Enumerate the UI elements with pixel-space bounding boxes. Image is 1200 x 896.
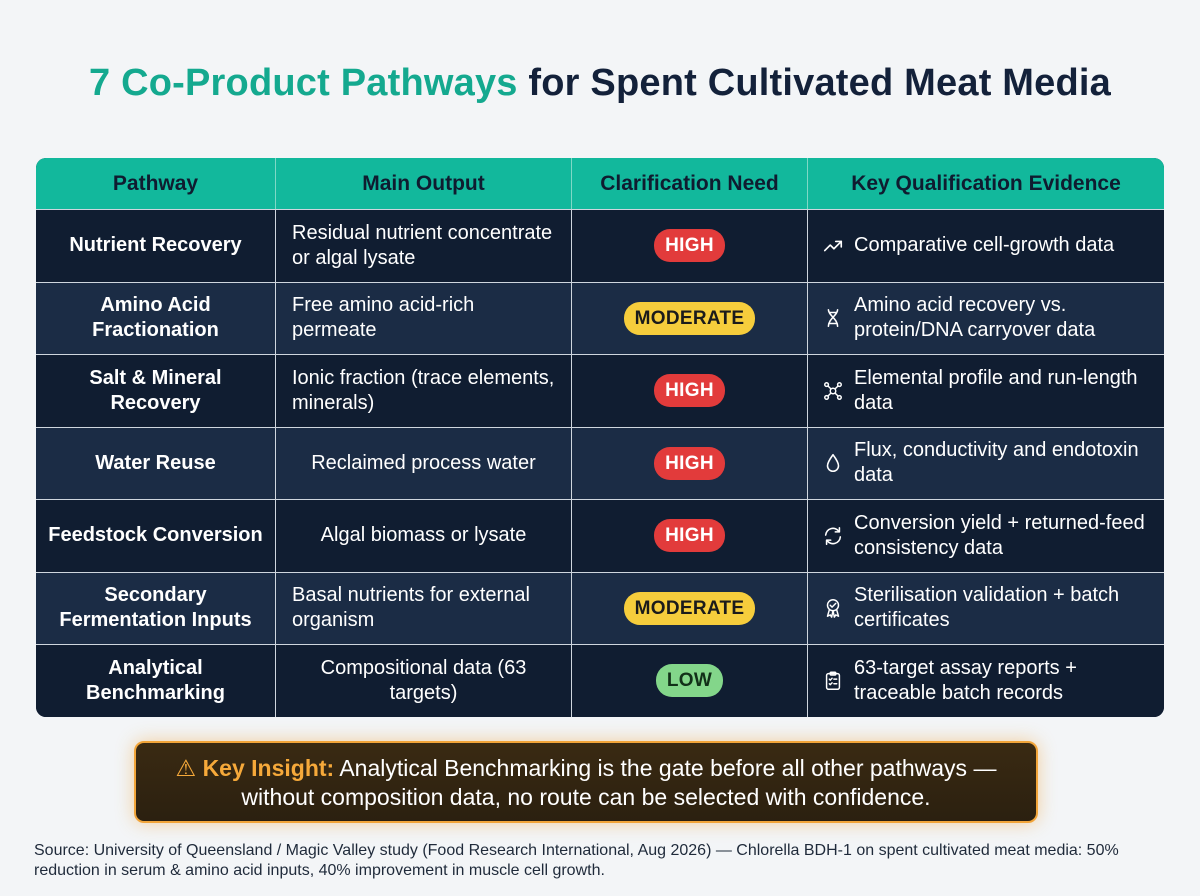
pathway-cell: Water Reuse [36, 427, 276, 499]
status-badge: HIGH [654, 374, 725, 408]
pathways-table: Pathway Main Output Clarification Need K… [36, 158, 1164, 717]
pathway-cell: Analytical Benchmarking [36, 645, 276, 717]
need-cell: HIGH [572, 427, 808, 499]
water-drop-icon [820, 450, 846, 476]
insight-lead: Key Insight: [202, 755, 335, 781]
status-badge: MODERATE [623, 301, 756, 335]
table-row: Analytical Benchmarking Compositional da… [36, 644, 1164, 717]
status-badge: HIGH [654, 229, 725, 263]
evidence-cell: Amino acid recovery vs. protein/DNA carr… [808, 283, 1164, 355]
clipboard-icon [820, 668, 846, 694]
pathway-cell: Salt & Mineral Recovery [36, 355, 276, 427]
dna-icon [820, 305, 846, 331]
source-note: Source: University of Queensland / Magic… [34, 842, 1119, 879]
output-cell: Basal nutrients for external organism [276, 572, 572, 644]
evidence-text: 63-target assay reports + traceable batc… [854, 656, 1077, 704]
table-row: Water Reuse Reclaimed process water HIGH… [36, 426, 1164, 500]
molecule-icon [820, 378, 846, 404]
trend-up-icon [820, 233, 846, 259]
evidence-text: Sterilisation validation + batch certifi… [854, 584, 1120, 632]
recycle-icon [820, 523, 846, 549]
need-cell: MODERATE [572, 282, 808, 354]
page-title: 7 Co-Product Pathways for Spent Cultivat… [0, 62, 1200, 105]
key-insight-box: ⚠ Key Insight: Analytical Benchmarking i… [134, 741, 1038, 823]
evidence-cell: 63-target assay reports + traceable batc… [808, 645, 1164, 717]
output-cell: Ionic fraction (trace elements, minerals… [276, 355, 572, 427]
need-cell: LOW [572, 645, 808, 717]
header-key-evidence: Key Qualification Evidence [851, 172, 1121, 195]
evidence-cell: Flux, conductivity and endotoxin data [808, 428, 1164, 500]
insight-text: Analytical Benchmarking is the gate befo… [241, 755, 997, 810]
pathway-cell: Amino Acid Fractionation [36, 282, 276, 354]
table-row: Amino Acid Fractionation Free amino acid… [36, 281, 1164, 355]
evidence-cell: Elemental profile and run-length data [808, 355, 1164, 427]
output-cell: Compositional data (63 targets) [276, 645, 572, 717]
output-cell: Algal biomass or lysate [276, 500, 572, 572]
pathway-cell: Nutrient Recovery [36, 210, 276, 282]
output-cell: Free amino acid-rich permeate [276, 282, 572, 354]
evidence-text: Amino acid recovery vs. protein/DNA carr… [854, 294, 1096, 342]
pathway-cell: Secondary Fermentation Inputs [36, 572, 276, 644]
page-title-accent: 7 Co-Product Pathways [89, 62, 518, 104]
pathway-cell: Feedstock Conversion [36, 500, 276, 572]
table-row: Secondary Fermentation Inputs Basal nutr… [36, 571, 1164, 645]
evidence-text: Elemental profile and run-length data [854, 366, 1138, 414]
page-title-rest: for Spent Cultivated Meat Media [528, 62, 1111, 104]
output-cell: Reclaimed process water [276, 427, 572, 499]
need-cell: MODERATE [572, 572, 808, 644]
certificate-icon [820, 595, 846, 621]
status-badge: LOW [655, 664, 724, 698]
status-badge: MODERATE [623, 591, 756, 625]
table-row: Feedstock Conversion Algal biomass or ly… [36, 499, 1164, 572]
header-pathway: Pathway [36, 158, 276, 209]
evidence-text: Conversion yield + returned-feed consist… [854, 511, 1145, 559]
status-badge: HIGH [654, 446, 725, 480]
evidence-cell: Sterilisation validation + batch certifi… [808, 573, 1164, 645]
header-clarification-need: Clarification Need [572, 158, 808, 209]
need-cell: HIGH [572, 210, 808, 282]
evidence-text: Flux, conductivity and endotoxin data [854, 439, 1139, 487]
warning-icon: ⚠ [175, 755, 197, 781]
header-main-output: Main Output [276, 158, 572, 209]
status-badge: HIGH [654, 519, 725, 553]
need-cell: HIGH [572, 355, 808, 427]
evidence-cell: Comparative cell-growth data [808, 210, 1164, 282]
table-row: Nutrient Recovery Residual nutrient conc… [36, 209, 1164, 282]
output-cell: Residual nutrient concentrate or algal l… [276, 210, 572, 282]
evidence-text: Comparative cell-growth data [854, 234, 1115, 257]
evidence-cell: Conversion yield + returned-feed consist… [808, 500, 1164, 572]
table-row: Salt & Mineral Recovery Ionic fraction (… [36, 354, 1164, 427]
need-cell: HIGH [572, 500, 808, 572]
table-header-row: Pathway Main Output Clarification Need K… [36, 158, 1164, 209]
